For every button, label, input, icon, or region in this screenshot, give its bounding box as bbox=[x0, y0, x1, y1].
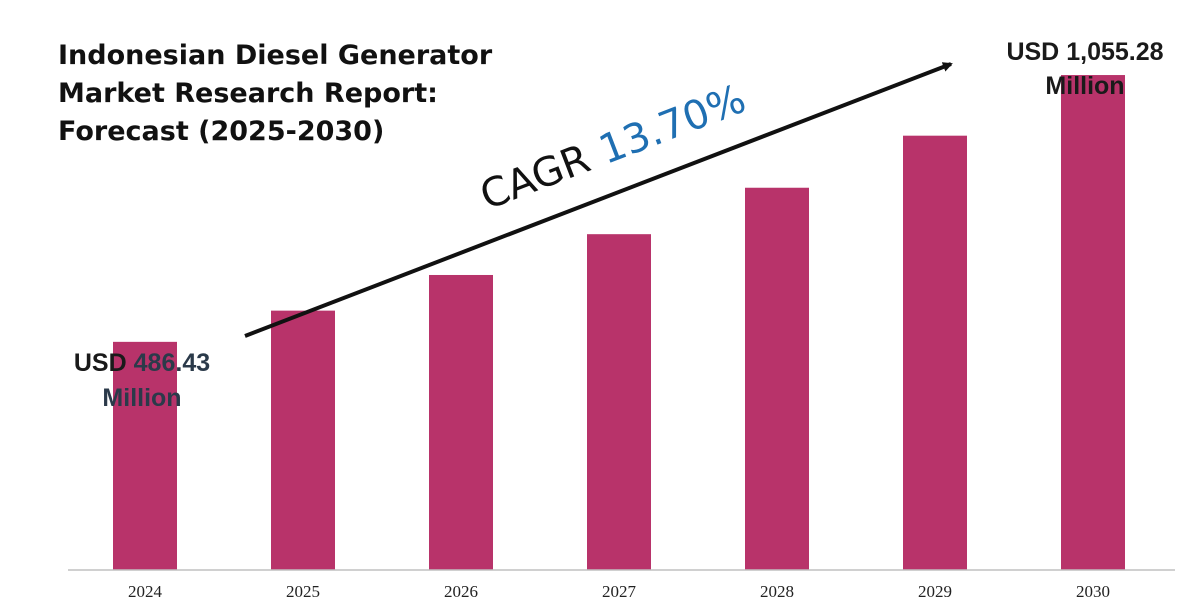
last-value-number: 1,055.28 bbox=[1066, 38, 1163, 66]
x-tick-label-2030: 2030 bbox=[1076, 582, 1110, 600]
chart-title-line-2: Market Research Report: bbox=[58, 78, 438, 109]
bar-2026 bbox=[429, 274, 493, 570]
chart-title-line-1: Indonesian Diesel Generator bbox=[58, 40, 493, 71]
last-value-line-1: USD 1,055.28 bbox=[1006, 38, 1163, 66]
first-value-line-1: USD 486.43 bbox=[74, 349, 210, 377]
x-tick-label-2029: 2029 bbox=[918, 582, 952, 600]
bar-series bbox=[113, 75, 1125, 571]
last-value-unit: Million bbox=[1045, 72, 1124, 100]
chart-title-line-3: Forecast (2025-2030) bbox=[58, 116, 384, 147]
first-value-annotation: USD 486.43 Million bbox=[74, 349, 210, 412]
bar-2024 bbox=[113, 341, 177, 570]
bar-2028 bbox=[745, 187, 809, 571]
bar-2029 bbox=[903, 135, 967, 571]
x-axis-ticks: 2024 2025 2026 2027 2028 2029 2030 bbox=[128, 582, 1110, 600]
bar-2030 bbox=[1061, 75, 1125, 571]
first-value-prefix: USD bbox=[74, 349, 127, 377]
chart-title: Indonesian Diesel Generator Market Resea… bbox=[58, 40, 493, 147]
x-tick-label-2024: 2024 bbox=[128, 582, 163, 600]
cagr-annotation: CAGR13.70% bbox=[474, 76, 752, 219]
last-value-prefix: USD bbox=[1006, 38, 1059, 66]
bar-2025 bbox=[271, 310, 335, 570]
cagr-value: 13.70% bbox=[593, 76, 752, 174]
x-tick-label-2025: 2025 bbox=[286, 582, 320, 600]
x-tick-label-2026: 2026 bbox=[444, 582, 478, 600]
x-tick-label-2028: 2028 bbox=[760, 582, 794, 600]
x-tick-label-2027: 2027 bbox=[602, 582, 637, 600]
first-value-number: 486.43 bbox=[134, 349, 210, 377]
bar-2027 bbox=[587, 234, 651, 570]
first-value-unit: Million bbox=[102, 384, 181, 412]
last-value-annotation: USD 1,055.28 Million bbox=[1006, 38, 1163, 100]
growth-arrow bbox=[244, 62, 953, 338]
